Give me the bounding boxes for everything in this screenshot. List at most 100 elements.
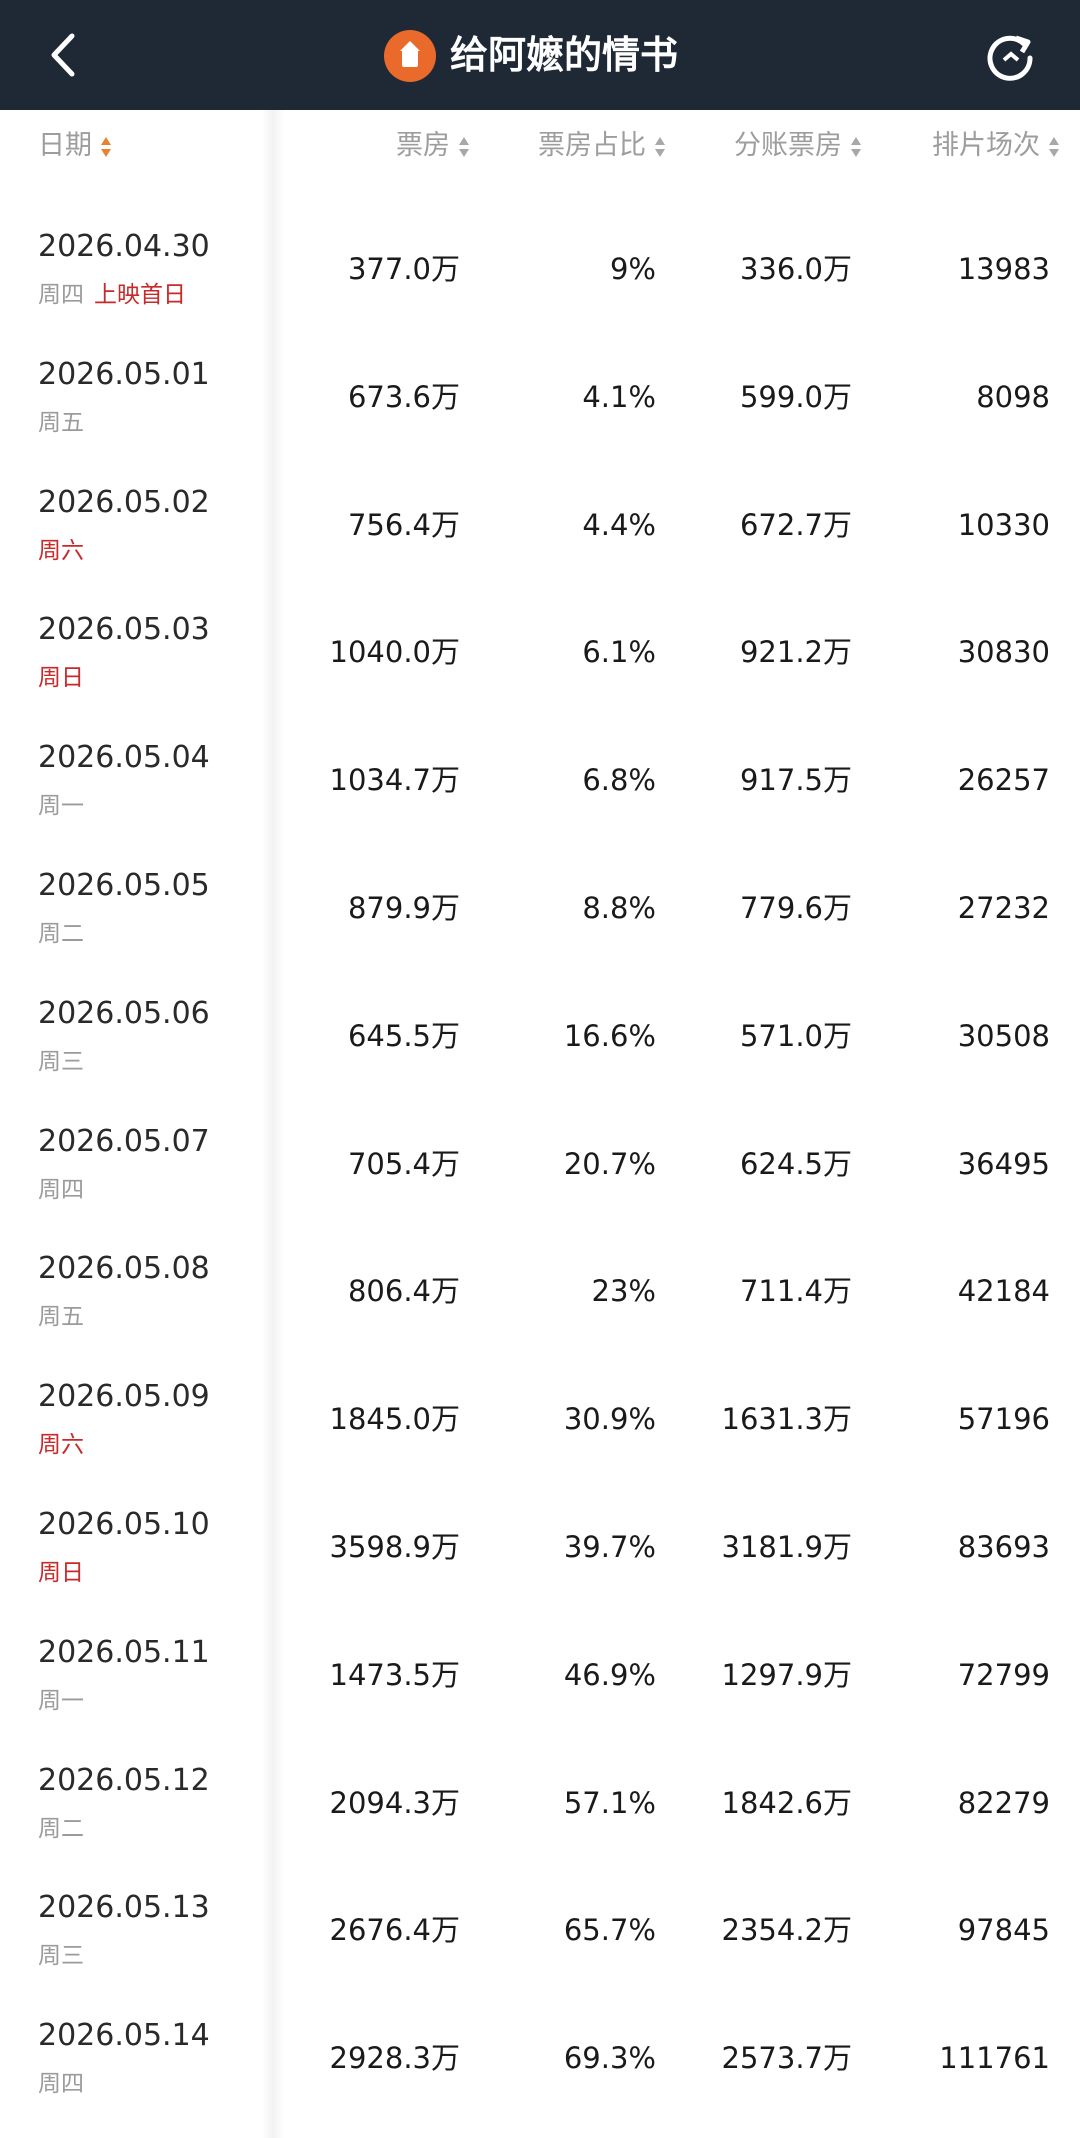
shows: 42184 — [957, 1274, 1050, 1309]
movie-logo — [384, 30, 436, 82]
split: 336.0万 — [739, 252, 852, 286]
weekday: 周四 — [38, 1176, 84, 1203]
box-office: 673.6万 — [347, 379, 460, 414]
date: 2026.05.13 — [38, 1890, 210, 1926]
split: 917.5万 — [739, 763, 852, 798]
box-office: 2094.3万 — [329, 1785, 460, 1820]
share: 23% — [591, 1274, 656, 1309]
weekday: 周六 — [38, 1432, 84, 1459]
weekday-line: 周五 — [38, 402, 84, 441]
shows: 57196 — [957, 1402, 1050, 1437]
box-office: 1034.7万 — [329, 763, 460, 798]
shows: 10330 — [957, 507, 1050, 542]
weekday-line: 周二 — [38, 913, 84, 952]
split: 2354.2万 — [721, 1913, 852, 1948]
box-office: 1845.0万 — [329, 1402, 460, 1437]
back-button[interactable] — [48, 32, 78, 78]
share: 9% — [609, 252, 656, 286]
weekday-line: 周日 — [38, 657, 84, 696]
box-office: 3598.9万 — [329, 1530, 460, 1564]
split: 624.5万 — [739, 1146, 852, 1181]
column-title: 票房 — [396, 130, 450, 161]
date: 2026.05.07 — [38, 1123, 210, 1159]
weekday-line: 周六 — [38, 530, 84, 569]
weekday: 周四 — [38, 282, 84, 308]
column-title: 票房占比 — [538, 130, 646, 161]
shows: 82279 — [957, 1785, 1050, 1820]
shows: 83693 — [957, 1530, 1050, 1564]
weekday: 周六 — [38, 537, 84, 564]
share: 39.7% — [563, 1530, 656, 1564]
release-note: 上映首日 — [94, 282, 186, 308]
weekday: 周五 — [38, 1304, 84, 1331]
box-office: 806.4万 — [347, 1274, 460, 1309]
split: 571.0万 — [739, 1018, 852, 1053]
column-header[interactable]: 票房 — [396, 126, 470, 166]
movie-title: 给阿嬷的情书 — [450, 33, 679, 77]
share: 65.7% — [563, 1913, 656, 1948]
weekday-line: 周一 — [38, 785, 84, 824]
sort-icon — [101, 136, 111, 157]
share: 20.7% — [563, 1146, 656, 1181]
weekday-line: 周二 — [38, 1808, 84, 1847]
date: 2026.05.01 — [38, 356, 210, 392]
weekday-line: 周四 — [38, 2063, 84, 2102]
date: 2026.05.05 — [38, 868, 210, 903]
column-header[interactable]: 票房占比 — [538, 126, 666, 166]
shows: 111761 — [939, 2041, 1050, 2076]
split: 921.2万 — [739, 635, 852, 670]
date: 2026.05.03 — [38, 612, 210, 648]
box-office: 2676.4万 — [329, 1913, 460, 1948]
split: 1297.9万 — [721, 1657, 852, 1692]
weekday: 周日 — [38, 665, 84, 692]
share: 30.9% — [563, 1402, 656, 1437]
weekday-line: 周四 — [38, 1169, 84, 1208]
sort-icon — [851, 136, 861, 157]
weekday-line: 周一 — [38, 1680, 84, 1719]
share: 6.1% — [582, 635, 656, 670]
box-office: 879.9万 — [347, 891, 460, 925]
date: 2026.05.10 — [38, 1507, 210, 1542]
box-office: 756.4万 — [347, 507, 460, 542]
weekday: 周四 — [38, 2071, 84, 2098]
split: 599.0万 — [739, 379, 852, 414]
weekday-line: 周四 上映首日 — [38, 274, 186, 313]
share: 4.1% — [582, 379, 656, 414]
share: 69.3% — [563, 2041, 656, 2076]
split: 672.7万 — [739, 507, 852, 542]
date: 2026.04.30 — [38, 229, 210, 264]
box-office: 705.4万 — [347, 1146, 460, 1181]
date: 2026.05.02 — [38, 484, 210, 520]
column-title: 分账票房 — [734, 130, 842, 161]
box-office: 2928.3万 — [329, 2041, 460, 2076]
split: 1631.3万 — [721, 1402, 852, 1437]
shows: 97845 — [957, 1913, 1050, 1948]
share: 16.6% — [563, 1018, 656, 1053]
column-header[interactable]: 排片场次 — [932, 126, 1060, 166]
date: 2026.05.14 — [38, 2018, 210, 2054]
refresh-button[interactable] — [986, 32, 1036, 82]
column-header[interactable]: 分账票房 — [734, 126, 862, 166]
weekday: 周三 — [38, 1048, 84, 1075]
column-title: 日期 — [38, 130, 92, 161]
weekday: 周一 — [38, 793, 84, 820]
date: 2026.05.04 — [38, 740, 210, 776]
weekday-line: 周五 — [38, 1296, 84, 1335]
date: 2026.05.08 — [38, 1251, 210, 1287]
box-office: 645.5万 — [347, 1018, 460, 1053]
weekday: 周日 — [38, 1560, 84, 1586]
weekday-line: 周三 — [38, 1041, 84, 1080]
date: 2026.05.12 — [38, 1762, 210, 1798]
date: 2026.05.11 — [38, 1634, 210, 1670]
column-header[interactable]: 日期 — [38, 126, 112, 166]
shows: 27232 — [957, 891, 1050, 925]
column-title: 排片场次 — [932, 130, 1040, 161]
sort-icon — [1049, 136, 1059, 157]
shows: 13983 — [957, 252, 1050, 286]
split: 3181.9万 — [721, 1530, 852, 1564]
split: 1842.6万 — [721, 1785, 852, 1820]
weekday: 周二 — [38, 1815, 84, 1842]
sort-icon — [459, 136, 469, 157]
split: 2573.7万 — [721, 2041, 852, 2076]
